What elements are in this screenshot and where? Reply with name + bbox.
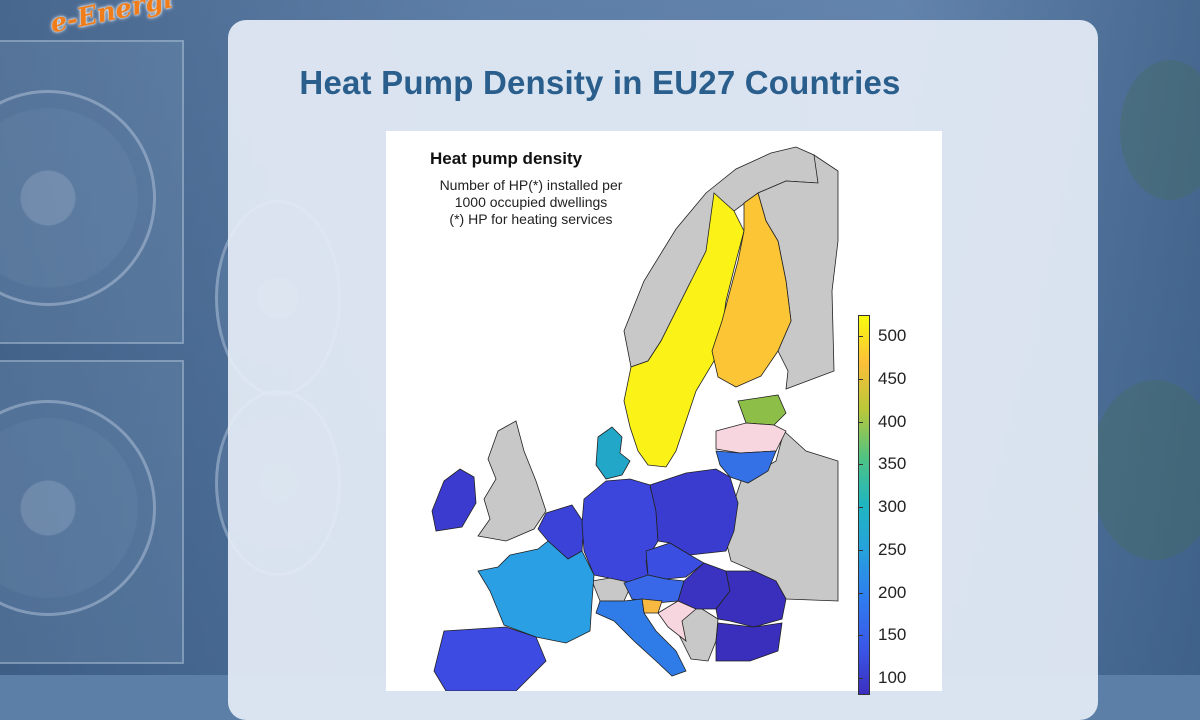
page-title: Heat Pump Density in EU27 Countries xyxy=(299,64,901,101)
subtitle-line: Number of HP(*) installed per xyxy=(439,177,623,193)
colorbar-tick-mark xyxy=(858,464,863,466)
slovenia-region xyxy=(641,598,663,614)
map-figure: Heat pump density Number of HP(*) instal… xyxy=(386,131,942,695)
poland-region xyxy=(649,468,739,556)
colorbar-tick-label: 200 xyxy=(878,582,907,602)
tree-decor xyxy=(1090,380,1200,560)
colorbar-tick-label: 350 xyxy=(878,454,907,474)
colorbar-tick-mark xyxy=(858,421,863,423)
colorbar-tick-label: 450 xyxy=(878,369,907,389)
italy-region xyxy=(595,598,687,677)
bulgaria-region xyxy=(715,622,783,662)
spain-region xyxy=(433,626,547,691)
colorbar-tick-label: 250 xyxy=(878,539,907,559)
latvia-region xyxy=(715,422,787,454)
colorbar-tick-mark xyxy=(858,677,863,679)
colorbar-tick-mark xyxy=(858,635,863,637)
germany-region xyxy=(581,478,659,584)
estonia-region xyxy=(737,394,787,426)
map-subtitle: Number of HP(*) installed per 1000 occup… xyxy=(416,177,646,228)
tree-decor xyxy=(1120,60,1200,200)
colorbar-tick-mark xyxy=(858,507,863,509)
croatia-region xyxy=(657,600,697,642)
europe-map xyxy=(431,146,839,691)
colorbar-tick-mark xyxy=(858,549,863,551)
sweden-region xyxy=(623,192,745,468)
france-region xyxy=(477,540,595,644)
colorbar-tick-label: 100 xyxy=(878,667,907,687)
map-title: Heat pump density xyxy=(430,149,583,168)
subtitle-line: (*) HP for heating services xyxy=(449,211,613,227)
colorbar-tick-mark xyxy=(858,379,863,381)
denmark-region xyxy=(595,426,631,480)
colorbar-tick-label: 150 xyxy=(878,625,907,645)
colorbar-tick-label: 500 xyxy=(878,326,907,346)
colorbar xyxy=(858,315,870,695)
subtitle-line: 1000 occupied dwellings xyxy=(454,194,608,210)
finland-region xyxy=(711,192,792,388)
uk-region xyxy=(477,420,547,542)
colorbar-tick-mark xyxy=(858,336,863,338)
colorbar-tick-label: 400 xyxy=(878,411,907,431)
colorbar-tick-mark xyxy=(858,592,863,594)
colorbar-tick-label: 300 xyxy=(878,497,907,517)
ireland-region xyxy=(431,468,477,532)
lithuania-region xyxy=(715,450,777,484)
